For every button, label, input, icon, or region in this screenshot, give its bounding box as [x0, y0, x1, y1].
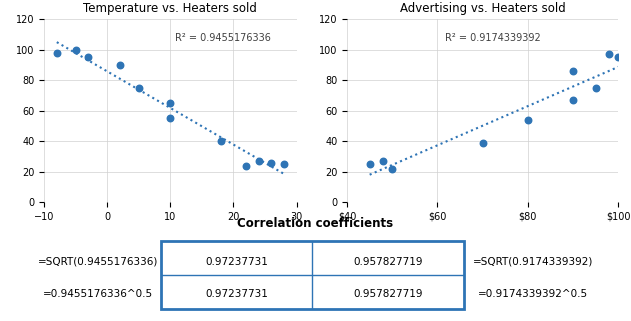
- Point: [279, 161, 289, 167]
- Point: [604, 52, 615, 57]
- Text: R² = 0.9455176336: R² = 0.9455176336: [175, 33, 271, 43]
- Text: =SQRT(0.9174339392): =SQRT(0.9174339392): [473, 256, 593, 267]
- Point: [387, 166, 398, 171]
- Point: [71, 47, 81, 52]
- Point: [165, 116, 175, 121]
- Point: [134, 85, 144, 91]
- Text: 0.97237731: 0.97237731: [205, 256, 268, 267]
- Point: [568, 69, 578, 74]
- Text: R² = 0.9174339392: R² = 0.9174339392: [445, 33, 541, 43]
- Point: [365, 161, 375, 167]
- Point: [115, 62, 125, 68]
- Point: [241, 163, 251, 168]
- Text: Correlation coefficients: Correlation coefficients: [237, 217, 394, 230]
- Point: [378, 159, 388, 164]
- Point: [52, 50, 62, 55]
- Point: [591, 85, 601, 91]
- Text: =0.9174339392^0.5: =0.9174339392^0.5: [478, 289, 588, 299]
- Point: [216, 139, 226, 144]
- Text: 0.97237731: 0.97237731: [205, 289, 268, 299]
- Point: [613, 55, 623, 60]
- Point: [165, 100, 175, 106]
- Point: [568, 98, 578, 103]
- Point: [478, 140, 488, 145]
- Text: =SQRT(0.9455176336): =SQRT(0.9455176336): [38, 256, 158, 267]
- Point: [83, 55, 93, 60]
- Title: Temperature vs. Heaters sold: Temperature vs. Heaters sold: [83, 2, 257, 15]
- Text: 0.957827719: 0.957827719: [353, 289, 423, 299]
- Point: [266, 160, 276, 165]
- Text: =0.9455176336^0.5: =0.9455176336^0.5: [43, 289, 153, 299]
- Point: [523, 117, 533, 122]
- Text: 0.957827719: 0.957827719: [353, 256, 423, 267]
- Title: Advertising vs. Heaters sold: Advertising vs. Heaters sold: [400, 2, 565, 15]
- Point: [254, 159, 264, 164]
